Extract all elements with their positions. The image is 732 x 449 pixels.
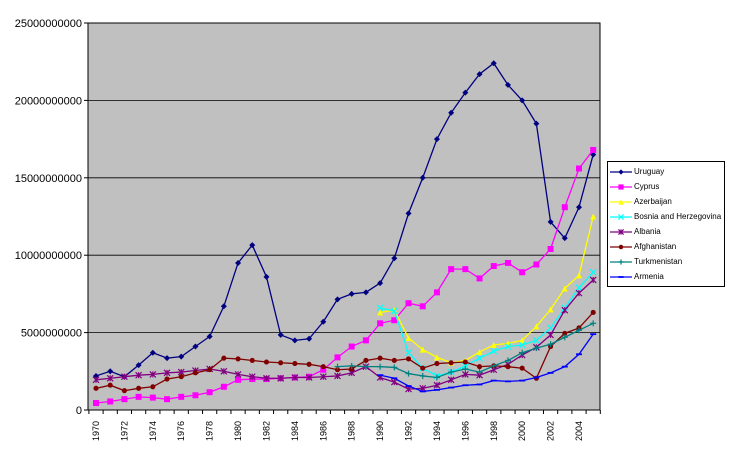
x-axis-tick-label: 1970 — [91, 421, 101, 441]
x-axis-tick-label: 1978 — [205, 421, 215, 441]
x-axis-tick-label: 1986 — [318, 421, 328, 441]
x-axis-tick-label: 1990 — [375, 421, 385, 441]
legend-label: Afghanistan — [634, 241, 677, 251]
legend-marker-afghanistan — [610, 244, 632, 249]
legend: Uruguay Cyprus Azerbaijan Bosnia and Herzeg… — [607, 161, 725, 287]
y-axis: 0 5000000000 10000000000 15000000000 2000000… — [15, 18, 88, 417]
legend-marker-bosnia-and-herzegovina — [610, 213, 632, 220]
x-axis-tick-label: 2000 — [517, 421, 527, 441]
legend-label: Cyprus — [634, 181, 660, 191]
legend-item-afghanistan: Afghanistan — [608, 240, 724, 254]
y-axis-tick-label: 15000000000 — [15, 173, 82, 185]
series-line-uruguay — [93, 60, 597, 380]
legend-marker-azerbaijan — [610, 198, 632, 205]
legend-label: Armenia — [634, 271, 664, 281]
x-axis-tick-label: 1974 — [148, 421, 158, 441]
series-line-armenia — [377, 333, 597, 393]
y-axis-tick-label: 20000000000 — [15, 95, 82, 107]
x-axis-tick-label: 2004 — [574, 421, 584, 441]
legend-item-azerbaijan: Azerbaijan — [608, 195, 724, 209]
legend-item-armenia: Armenia — [608, 270, 724, 284]
legend-item-bosnia-and-herzegovina: Bosnia and Herzegovina — [608, 210, 724, 224]
legend-item-turkmenistan: Turkmenistan — [608, 255, 724, 269]
y-axis-tick-label: 0 — [76, 405, 82, 417]
y-axis-tick-label: 25000000000 — [15, 18, 82, 30]
legend-marker-armenia — [610, 275, 632, 278]
x-axis-tick-label: 1984 — [290, 421, 300, 441]
legend-item-uruguay: Uruguay — [608, 165, 724, 179]
x-axis-tick-label: 1994 — [432, 421, 442, 441]
legend-label: Uruguay — [634, 166, 665, 176]
series-line-turkmenistan — [334, 320, 597, 381]
legend-item-cyprus: Cyprus — [608, 180, 724, 194]
legend-marker-uruguay — [610, 168, 632, 175]
legend-label: Bosnia and Herzegovina — [634, 211, 722, 221]
legend-label: Turkmenistan — [634, 256, 683, 266]
y-axis-tick-label: 5000000000 — [21, 328, 82, 340]
legend-item-albania: Albania — [608, 225, 724, 239]
x-axis-tick-label: 1972 — [119, 421, 129, 441]
x-axis-tick-label: 1996 — [460, 421, 470, 441]
gridlines — [88, 100, 600, 334]
y-axis-tick-label: 10000000000 — [15, 250, 82, 262]
x-axis-tick-label: 1988 — [347, 421, 357, 441]
x-axis: 1970 1972 1974 1976 1978 1980 1982 1984 1986 1988… — [88, 410, 601, 441]
x-axis-tick-label: 2002 — [546, 421, 556, 441]
legend-marker-albania — [610, 228, 632, 235]
x-axis-tick-label: 1976 — [176, 421, 186, 441]
legend-label: Azerbaijan — [634, 196, 672, 206]
x-axis-tick-label: 1980 — [233, 421, 243, 441]
series-line-bosnia-and-herzegovina — [376, 268, 597, 380]
x-axis-tick-label: 1992 — [404, 421, 414, 441]
legend-label: Albania — [634, 226, 661, 236]
x-axis-tick-label: 1982 — [261, 421, 271, 441]
legend-marker-cyprus — [610, 183, 632, 190]
legend-marker-turkmenistan — [610, 258, 632, 265]
x-axis-tick-label: 1998 — [489, 421, 499, 441]
